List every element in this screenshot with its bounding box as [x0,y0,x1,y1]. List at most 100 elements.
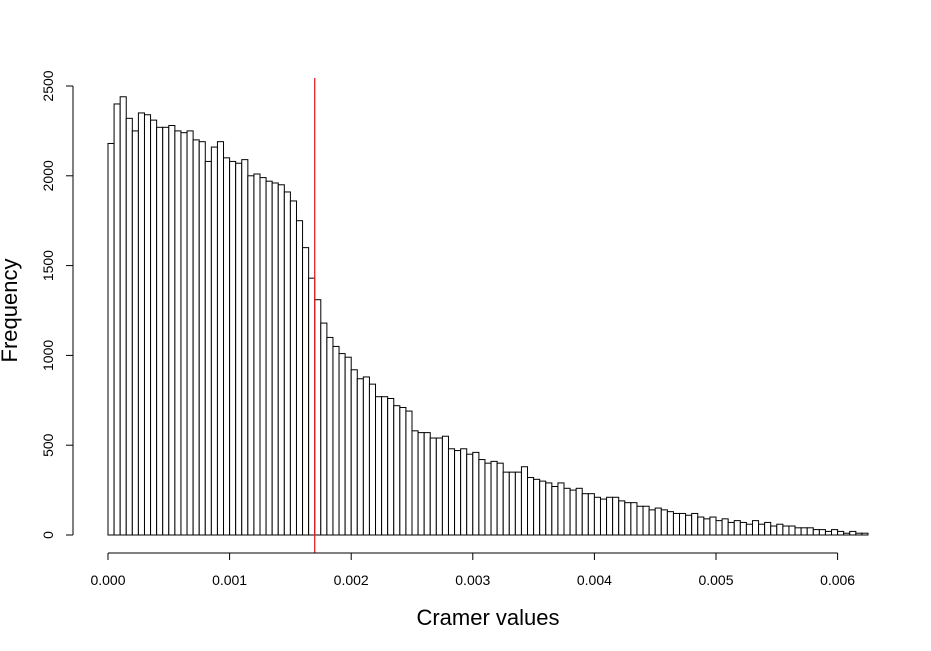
x-tick-label: 0.000 [90,572,125,588]
histogram-bar [672,512,681,536]
y-tick-label: 500 [40,433,56,457]
histogram-bar [490,460,498,536]
histogram-bar [642,505,650,536]
y-tick-label: 1500 [40,250,56,281]
histogram-bar [156,126,164,536]
histogram-bar [569,489,577,536]
histogram-bar [697,516,705,536]
x-axis: 0.000 0.001 0.002 0.003 0.004 0.005 0.006 [90,552,855,588]
x-tick-label: 0.006 [820,572,855,588]
histogram-bar [460,448,468,536]
histogram-bar [125,117,133,536]
histogram-bar [703,518,711,536]
histogram-bar [691,512,699,536]
histogram-bar [344,356,352,536]
histogram-bar [727,521,735,536]
histogram-bar [131,130,139,536]
histogram-bar [788,525,796,536]
y-tick-label: 1000 [40,340,56,371]
histogram-bar [770,525,778,536]
histogram-bar [508,471,516,536]
histogram-bar [478,459,486,536]
histogram-bar [435,437,443,536]
histogram-bar [362,376,370,536]
x-tick-label: 0.004 [577,572,612,588]
histogram-bar [551,486,559,536]
histogram-bars [107,96,869,536]
histogram-bar [107,142,115,536]
histogram-bar [849,530,857,536]
y-tick-label: 2500 [40,70,56,101]
histogram-bar [447,448,456,536]
histogram-bar [800,527,808,536]
histogram-bar [764,521,772,536]
histogram-bar [411,430,419,536]
y-tick-label: 2000 [40,160,56,191]
histogram-bar [794,527,802,536]
histogram-bar [533,478,541,536]
histogram-bar [806,527,814,536]
histogram-bar [466,453,474,536]
histogram-bar [168,125,176,536]
histogram-bar [721,518,729,536]
histogram-bar [302,247,310,536]
histogram-bar [855,532,863,536]
histogram-bar [375,396,383,536]
histogram-bar [666,511,674,536]
histogram-bar [162,126,170,536]
histogram-bar [429,437,437,536]
histogram-bar [277,184,285,536]
histogram-bar [715,520,723,536]
histogram-bar [593,496,601,536]
histogram-bar [837,530,845,536]
histogram-bar [271,182,279,536]
histogram-bar [198,141,206,536]
histogram-bar [381,396,389,536]
histogram-bar [618,500,626,536]
histogram-bar [527,477,535,536]
histogram-bar [137,112,145,536]
histogram-bar [812,529,820,536]
x-tick-label: 0.001 [212,572,247,588]
histogram-bar [824,530,833,536]
histogram-bar [356,378,364,536]
histogram-bar [332,345,340,536]
histogram-bar [612,496,620,536]
histogram-bar [660,509,668,536]
x-tick-label: 0.002 [334,572,369,588]
histogram-bar [679,512,687,536]
histogram-bar [387,398,395,536]
histogram-bar [143,114,152,536]
x-axis-title: Cramer values [416,605,559,630]
histogram-bar [417,432,425,536]
histogram-bar [831,529,839,536]
histogram-bar [545,482,553,536]
histogram-bar [326,336,334,536]
histogram-bar [861,532,869,536]
histogram-bar [338,353,346,536]
histogram-bar [283,191,291,536]
histogram-bar [186,130,194,536]
histogram-bar [350,369,358,536]
histogram-bar [520,466,529,536]
histogram-bar [241,159,249,536]
histogram-bar [210,146,218,536]
x-tick-label: 0.005 [698,572,733,588]
histogram-bar [259,177,267,536]
histogram-bar [289,200,297,536]
histogram-bar [587,493,595,536]
histogram-bar [776,523,784,536]
histogram-bar [733,520,741,536]
histogram-bar [502,471,510,536]
histogram-bar [843,532,851,536]
histogram-bar [739,521,747,536]
histogram-bar [393,405,401,536]
histogram-bar [557,482,565,536]
histogram-bar [606,496,614,536]
histogram-bar [192,139,200,536]
histogram-bar [423,432,431,536]
histogram-bar [368,383,377,536]
histogram-bar [247,175,255,536]
histogram-bar [539,480,547,536]
y-axis-title: Frequency [0,259,22,363]
